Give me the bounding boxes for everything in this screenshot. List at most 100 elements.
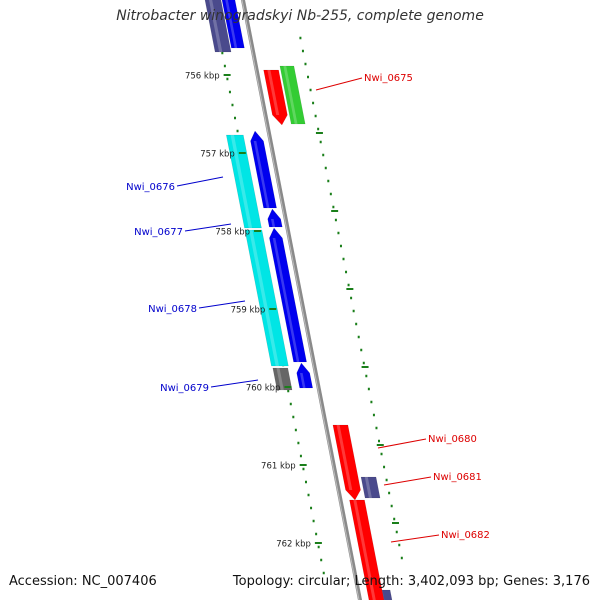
- scale-dot-left: [322, 571, 325, 575]
- scale-dot-right: [317, 127, 320, 131]
- topology-text: Topology: circular; Length: 3,402,093 bp…: [232, 574, 590, 589]
- scale-dot-right: [312, 101, 315, 105]
- scale-label: 759 kbp: [231, 306, 266, 316]
- scale-dot-right: [324, 166, 327, 170]
- scale-dot-right: [339, 244, 342, 248]
- gene-label-nwi-0677[interactable]: Nwi_0677: [134, 227, 183, 238]
- scale-dot-right: [299, 36, 302, 40]
- scale-dot-right: [375, 426, 378, 430]
- gene-label-nwi-0681[interactable]: Nwi_0681: [433, 472, 482, 483]
- scale-dot-right: [342, 257, 345, 261]
- scale-dot-left: [320, 558, 323, 562]
- scale-dot-left: [292, 415, 295, 419]
- scale-dot-right: [380, 452, 383, 456]
- scale-dot-right: [314, 114, 317, 118]
- scale-dot-right: [319, 140, 322, 144]
- scale-dot-right: [345, 270, 348, 274]
- gene-nwi-0676-cyan[interactable]: [225, 134, 262, 229]
- scale-dot-left: [297, 441, 300, 445]
- scale-dot-left: [302, 467, 305, 471]
- genome-backbone-highlight: [241, 0, 360, 600]
- scale-dot-left: [234, 116, 237, 120]
- gene-nwi-0675-red-shade: [267, 70, 280, 115]
- leader-line-nwi-0682: [390, 534, 440, 543]
- gene-nwi-0681-shade: [364, 477, 372, 498]
- scale-dot-right: [350, 296, 353, 300]
- gene-nwi-0680-shade: [336, 425, 353, 490]
- gene-nwi-0676-shade: [253, 141, 270, 208]
- gene-nwi-0676[interactable]: [250, 130, 277, 209]
- scale-dot-right: [360, 348, 363, 352]
- scale-dot-left: [304, 480, 307, 484]
- gene-block-top-blue-shade: [225, 0, 238, 48]
- gene-nwi-0679-shade: [300, 373, 306, 388]
- genome-title: Nitrobacter winogradskyi Nb-255, complet…: [116, 8, 484, 24]
- scale-dot-right: [332, 205, 335, 209]
- gene-block-top-slate[interactable]: [204, 0, 232, 53]
- scale-dot-right: [400, 556, 403, 560]
- scale-dot-right: [347, 283, 350, 287]
- gene-nwi-0678-shade: [272, 238, 300, 362]
- scale-dot-left: [236, 129, 239, 133]
- gene-label-nwi-0678[interactable]: Nwi_0678: [148, 304, 197, 315]
- gene-nwi-0676-cyan-shade: [230, 135, 253, 228]
- scale-dot-left: [299, 454, 302, 458]
- scale-dot-right: [383, 465, 386, 469]
- gene-nwi-0682-shade: [353, 500, 376, 600]
- scale-dot-right: [385, 478, 388, 482]
- accession-text: Accession: NC_007406: [9, 574, 157, 589]
- scale-dot-left: [221, 51, 224, 55]
- scale-dot-right: [367, 387, 370, 391]
- leader-line-nwi-0681: [383, 476, 432, 486]
- scale-dot-left: [315, 532, 318, 536]
- scale-dot-left: [231, 103, 234, 107]
- gene-block-top-slate-shade: [208, 0, 223, 52]
- scale-label: 760 kbp: [246, 384, 281, 394]
- gene-label-nwi-0679[interactable]: Nwi_0679: [160, 383, 209, 394]
- scale-label: 761 kbp: [261, 462, 296, 472]
- scale-dot-right: [372, 413, 375, 417]
- scale-label: 762 kbp: [276, 540, 311, 550]
- scale-dot-right: [398, 543, 401, 547]
- leader-line-nwi-0679: [210, 379, 259, 388]
- scale-dot-right: [327, 179, 330, 183]
- gene-label-nwi-0682[interactable]: Nwi_0682: [441, 530, 490, 541]
- gene-nwi-0677[interactable]: [267, 208, 283, 228]
- gene-nwi-0678[interactable]: [269, 227, 307, 363]
- gene-nwi-0681[interactable]: [360, 476, 381, 499]
- gene-nwi-0679[interactable]: [296, 362, 314, 389]
- scale-dot-right: [365, 374, 368, 378]
- scale-dot-left: [226, 77, 229, 81]
- gene-nwi-0677-shade: [271, 219, 276, 227]
- gene-nwi-0675-shade: [283, 66, 298, 124]
- scale-dot-right: [393, 517, 396, 521]
- scale-dot-left: [317, 545, 320, 549]
- scale-dot-left: [307, 493, 310, 497]
- leader-line-nwi-0675: [315, 77, 363, 91]
- scale-label: 756 kbp: [185, 72, 220, 82]
- gene-nwi-0679-gray-shade: [276, 368, 284, 390]
- gene-block-top-blue[interactable]: [221, 0, 245, 49]
- leader-line-nwi-0678: [198, 300, 246, 309]
- gene-nwi-0675-red[interactable]: [263, 69, 288, 126]
- scale-label: 757 kbp: [200, 150, 235, 160]
- scale-label: 758 kbp: [215, 228, 250, 238]
- scale-dot-right: [301, 49, 304, 53]
- scale-dot-right: [355, 322, 358, 326]
- gene-label-nwi-0676[interactable]: Nwi_0676: [126, 182, 175, 193]
- scale-dot-right: [304, 62, 307, 66]
- scale-dot-right: [322, 153, 325, 157]
- gene-nwi-0682[interactable]: [349, 499, 386, 600]
- scale-dot-right: [334, 218, 337, 222]
- gene-nwi-0679-gray[interactable]: [272, 367, 293, 391]
- scale-dot-left: [287, 389, 290, 393]
- scale-dot-right: [390, 504, 393, 508]
- gene-label-nwi-0680[interactable]: Nwi_0680: [428, 434, 477, 445]
- gene-label-nwi-0675[interactable]: Nwi_0675: [364, 73, 413, 84]
- scale-dot-right: [357, 335, 360, 339]
- gene-nwi-0675[interactable]: [279, 65, 306, 125]
- scale-dot-left: [223, 64, 226, 68]
- gene-nwi-0680[interactable]: [332, 424, 361, 501]
- gene-nwi-0678-cyan-shade: [249, 230, 279, 366]
